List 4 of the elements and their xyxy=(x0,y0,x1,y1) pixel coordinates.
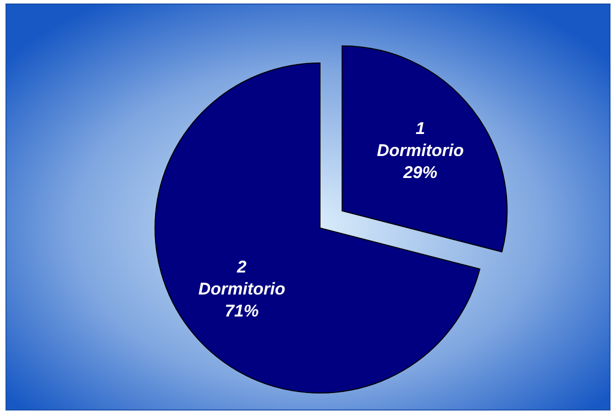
data-label: 29% xyxy=(402,163,438,182)
slice-label: 2 Dormitorio xyxy=(198,258,286,299)
data-label: 71% xyxy=(224,302,259,321)
slice-label: 1 Dormitorio xyxy=(376,119,464,160)
